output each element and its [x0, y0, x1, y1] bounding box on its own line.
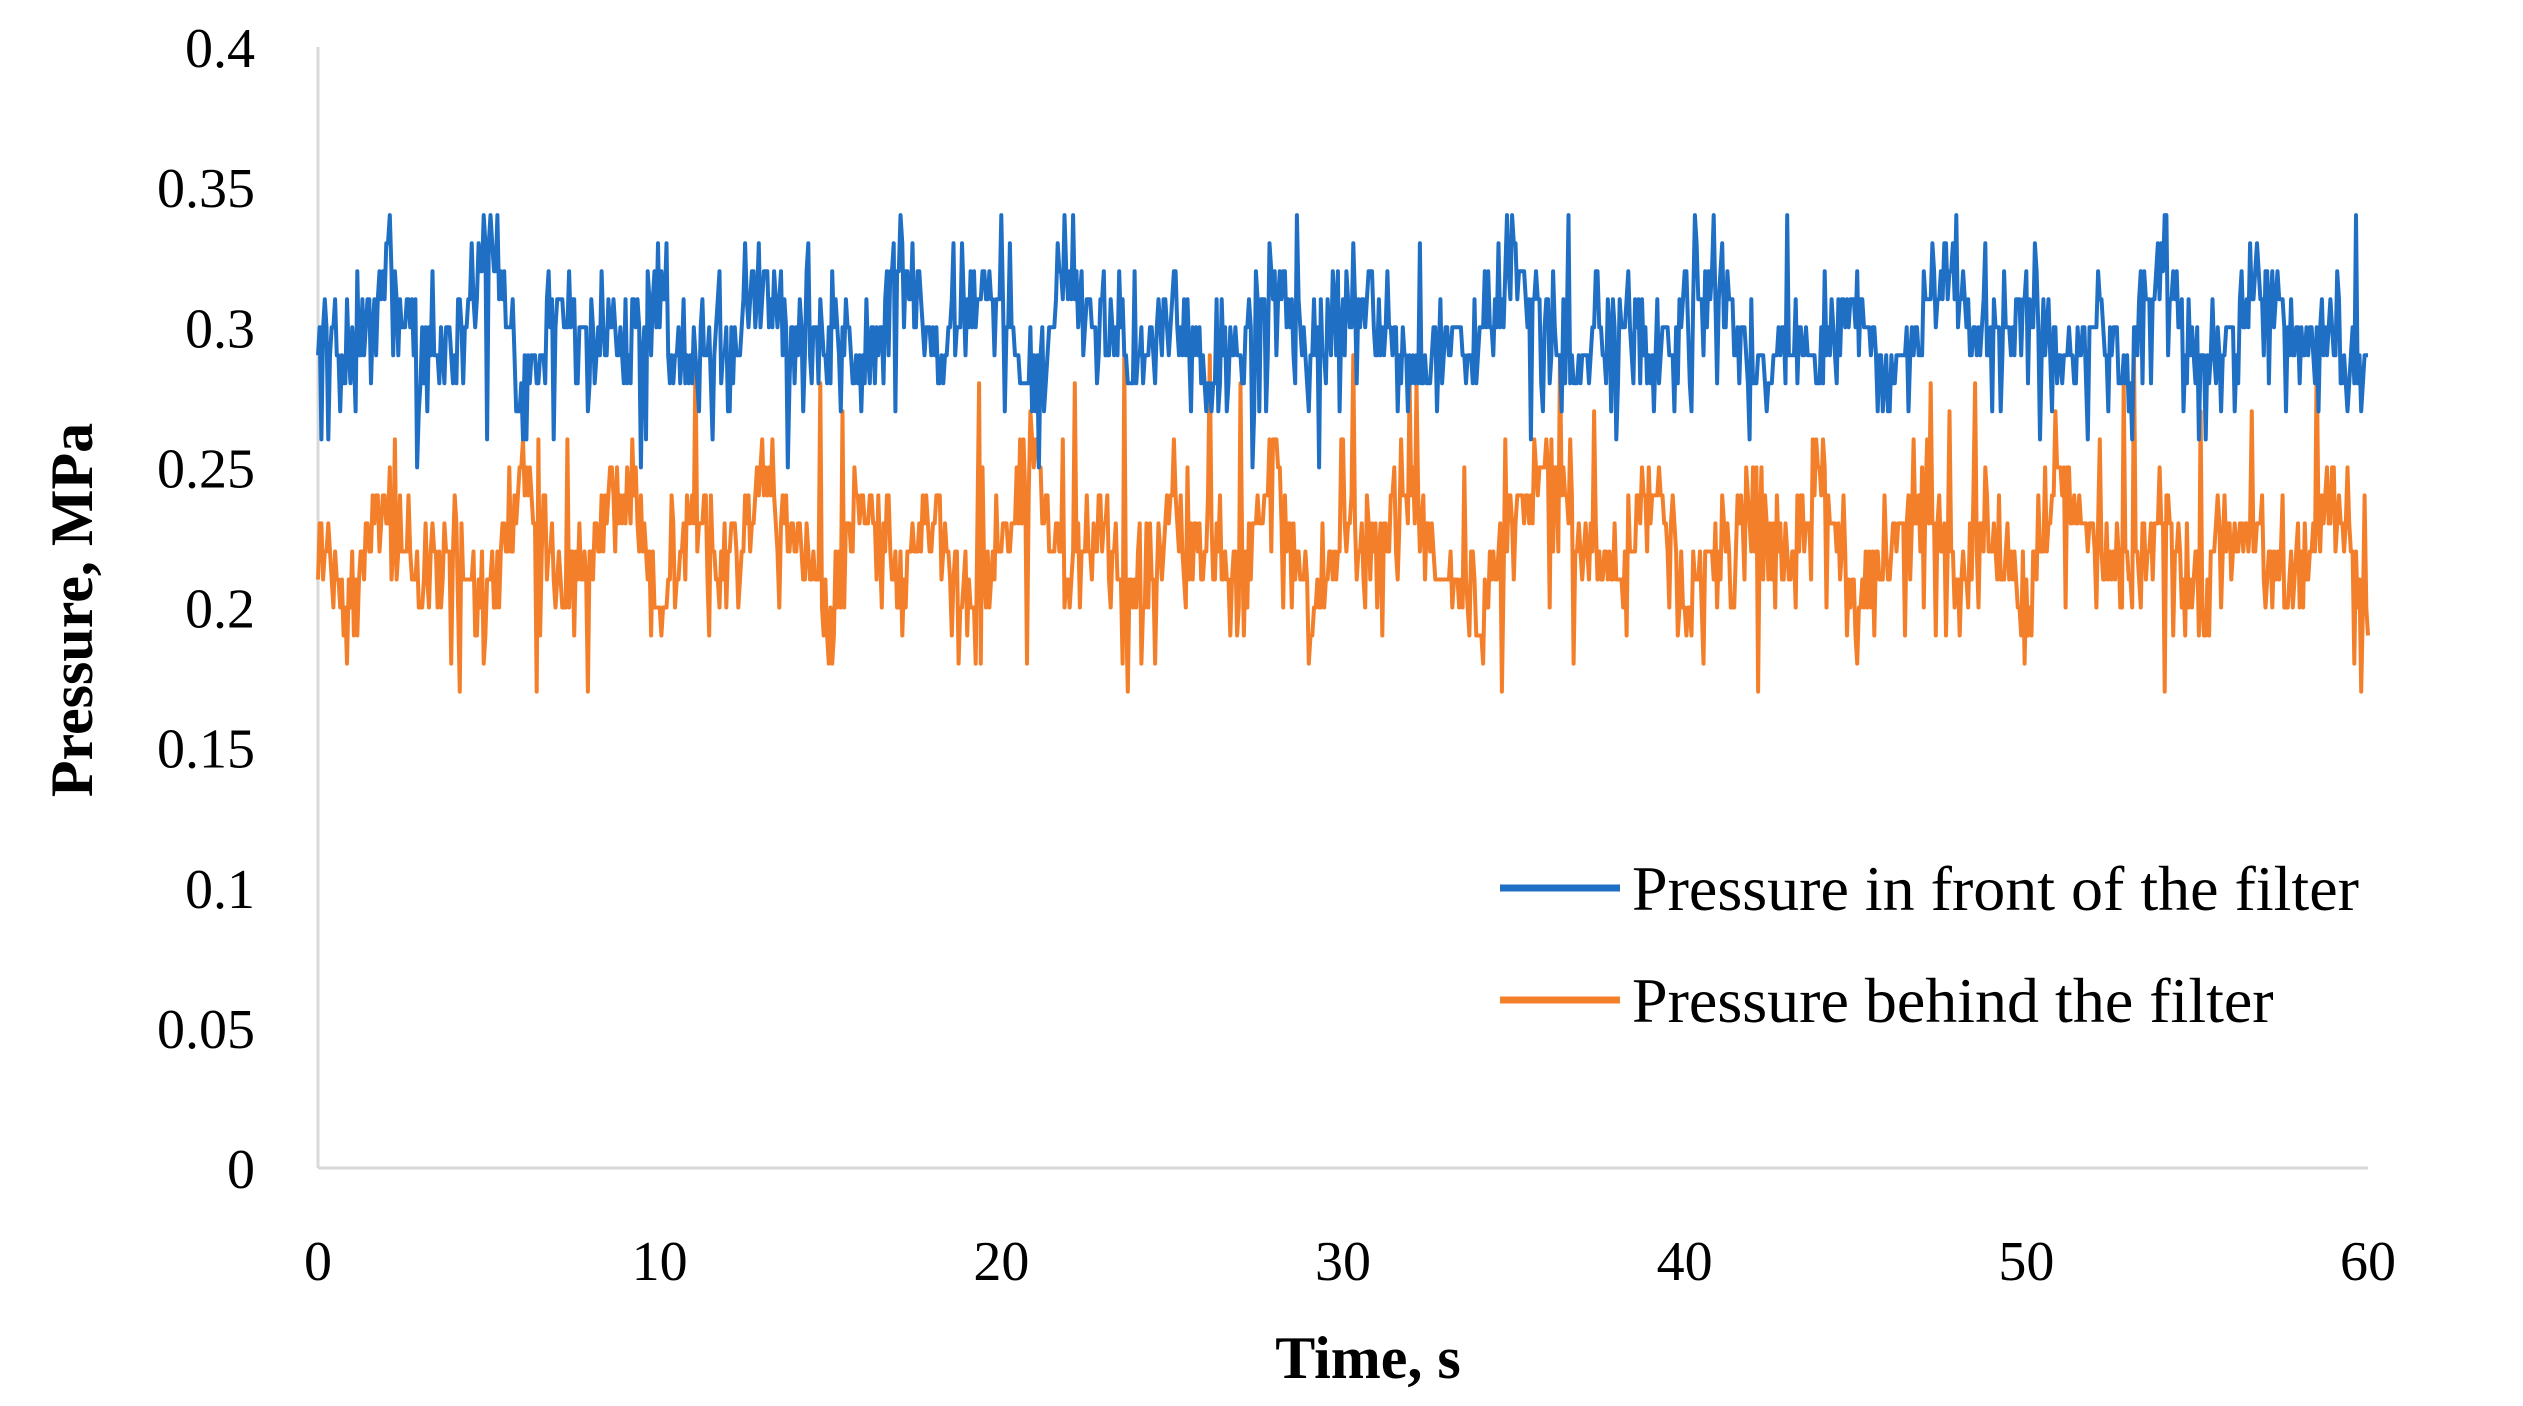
y-tick-label: 0.35 [157, 158, 255, 220]
y-tick-label: 0.3 [185, 298, 255, 360]
x-tick-label: 40 [1657, 1231, 1713, 1293]
x-tick-label: 10 [632, 1231, 688, 1293]
series-layer [316, 213, 2370, 694]
legend-label-behind: Pressure behind the filter [1632, 965, 2274, 1036]
series-line-front-of-filter [316, 213, 2369, 470]
y-tick-label: 0.2 [185, 579, 255, 641]
x-tick-label: 20 [973, 1231, 1029, 1293]
x-tick-label: 50 [1998, 1231, 2054, 1293]
y-tick-label: 0.05 [157, 999, 255, 1061]
y-tick-label: 0.25 [157, 438, 255, 500]
x-axis-title: Time, s [1275, 1325, 1461, 1391]
y-tick-label: 0.15 [157, 719, 255, 781]
y-tick-label: 0.4 [185, 18, 255, 80]
x-tick-label: 60 [2340, 1231, 2396, 1293]
y-tick-label: 0.1 [185, 859, 255, 921]
x-tick-label: 0 [304, 1231, 332, 1293]
legend-label-front: Pressure in front of the filter [1632, 853, 2359, 924]
x-axis-ticks: 0 10 20 30 40 50 60 [304, 1231, 2396, 1293]
y-tick-label: 0 [227, 1139, 255, 1201]
legend: Pressure in front of the filter Pressure… [1500, 853, 2359, 1036]
series-line-behind-filter [316, 353, 2370, 694]
y-axis-title: Pressure, MPa [39, 423, 105, 797]
x-tick-label: 30 [1315, 1231, 1371, 1293]
y-axis-ticks: 0 0.05 0.1 0.15 0.2 0.25 0.3 0.35 0.4 [157, 18, 255, 1201]
